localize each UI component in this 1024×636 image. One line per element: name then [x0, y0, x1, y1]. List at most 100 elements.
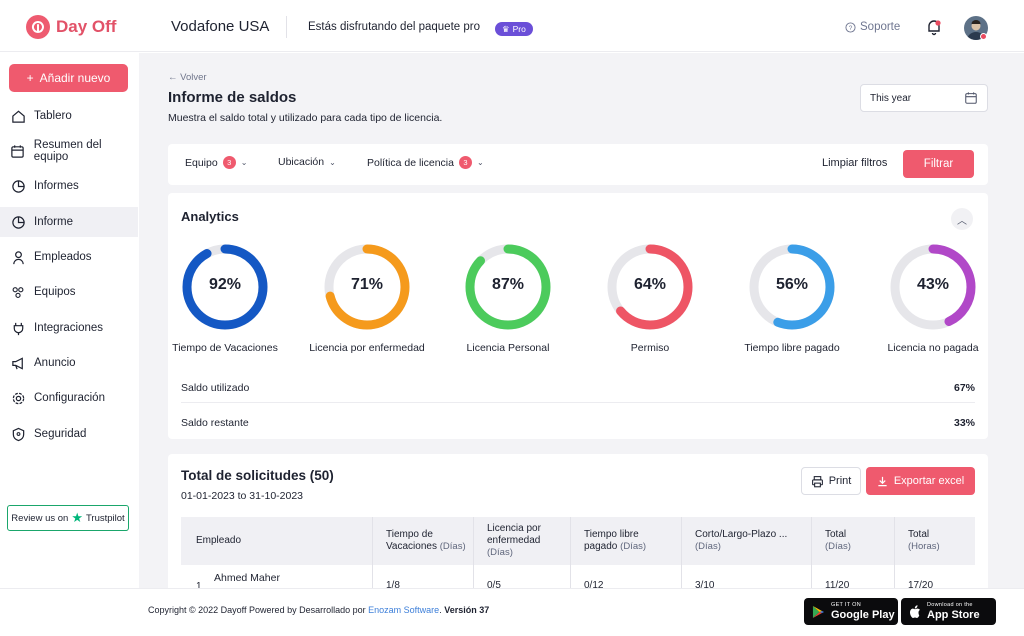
column-label: Tiempo de: [386, 529, 433, 540]
apply-filter-button[interactable]: Filtrar: [903, 150, 974, 178]
google-play-small: GET IT ON: [831, 602, 862, 608]
filter-bar: Equipo 3 ⌄ Ubicación ⌄ Política de licen…: [168, 144, 988, 185]
sidebar-item-label: Resumen del equipo: [33, 139, 102, 163]
column-unit: (Días): [620, 541, 647, 552]
gauge-ring: [324, 244, 410, 330]
gauge-label: Licencia por enfermedad: [309, 342, 425, 354]
column-label: Total: [908, 529, 930, 540]
collapse-button[interactable]: ︿: [951, 208, 973, 230]
google-play-big: Google Play: [831, 609, 895, 621]
add-new-button[interactable]: + Añadir nuevo: [9, 64, 128, 92]
sidebar-item-label: Tablero: [34, 110, 72, 122]
pro-badge: ♛ Pro: [495, 22, 533, 36]
app-store-badge[interactable]: Download on the App Store: [901, 598, 996, 625]
google-play-badge[interactable]: GET IT ON Google Play: [804, 598, 898, 625]
column-header-sick: Licencia por enfermedad (Días): [487, 517, 541, 565]
filter-count-badge: 3: [458, 156, 472, 169]
sidebar-item-configuracion[interactable]: Configuración: [0, 383, 138, 413]
gauge-value: 87%: [491, 276, 525, 293]
back-link[interactable]: ← Volver: [168, 72, 207, 83]
clear-filters-button[interactable]: Limpiar filtros: [822, 157, 888, 169]
version-label: Versión 37: [444, 605, 490, 615]
sidebar-item-tablero[interactable]: Tablero: [0, 101, 138, 131]
column-label-2: enfermedad: [487, 535, 541, 546]
gauge-personal: 87%: [464, 243, 552, 331]
home-icon: [10, 108, 26, 124]
sidebar-item-empleados[interactable]: Empleados: [0, 242, 138, 272]
remaining-balance-value: 33%: [953, 417, 975, 429]
gauge-vacaciones: 92%: [181, 243, 269, 331]
add-new-label: Añadir nuevo: [39, 71, 111, 85]
sidebar-item-label: Integraciones: [34, 322, 104, 334]
apple-icon: [910, 604, 920, 618]
chevron-down-icon: ⌄: [329, 157, 336, 167]
brand-name: Day Off: [56, 17, 117, 36]
sidebar-item-equipos[interactable]: Equipos: [0, 277, 138, 307]
gauge-label: Permiso: [630, 342, 670, 354]
analytics-panel: Analytics ︿ 92% Tiempo de Vacaciones 71%…: [168, 193, 988, 439]
page-title: Informe de saldos: [168, 89, 297, 106]
gauge-arc: [607, 244, 693, 330]
support-link[interactable]: ? Soporte: [845, 21, 900, 33]
column-label-2: pagado: [584, 541, 618, 552]
sidebar-item-integraciones[interactable]: Integraciones: [0, 313, 138, 343]
header-divider: [286, 16, 287, 38]
filter-equipo-dropdown[interactable]: Equipo 3 ⌄: [185, 156, 247, 169]
filter-ubicacion-dropdown[interactable]: Ubicación ⌄: [278, 156, 336, 168]
gauge-value: 43%: [916, 276, 950, 293]
gauge-ring: [607, 244, 693, 330]
cell-sick: 0/5: [487, 580, 501, 588]
divider: [181, 402, 975, 403]
sidebar-item-label: Informes: [34, 180, 79, 192]
gauge-label: Licencia no pagada: [887, 342, 979, 354]
column-divider: [372, 517, 373, 588]
app-logo[interactable]: Day Off: [26, 15, 116, 39]
crown-icon: ♛: [502, 23, 510, 34]
trustpilot-prefix: Review us on: [11, 512, 69, 524]
table-header: Empleado Tiempo de Vacaciones (Días) Lice…: [181, 517, 975, 565]
sidebar-item-seguridad[interactable]: Seguridad: [0, 419, 138, 449]
user-icon: [10, 249, 26, 265]
trustpilot-brand: Trustpilot: [85, 512, 125, 524]
filter-label: Ubicación: [278, 156, 325, 168]
sidebar-item-resumen-del-equipo[interactable]: Resumen del equipo: [0, 136, 138, 166]
column-unit: (Días): [825, 541, 851, 552]
sidebar-item-label: Informe: [34, 216, 73, 228]
filter-label: Política de licencia: [367, 156, 454, 169]
notifications-bell-icon[interactable]: [926, 19, 942, 41]
developer-link[interactable]: Enozam Software: [368, 605, 440, 615]
filter-politica-dropdown[interactable]: Política de licencia 3 ⌄: [367, 156, 484, 169]
filter-label: Equipo: [185, 156, 218, 169]
gauge-arc: [465, 244, 551, 330]
print-button[interactable]: Print: [801, 467, 861, 495]
row-index: 1: [196, 581, 202, 588]
gauge-label: Licencia Personal: [466, 342, 550, 354]
cell-term: 3/10: [695, 580, 715, 588]
gauge-value: 56%: [775, 276, 809, 293]
trustpilot-review-button[interactable]: Review us on ★ Trustpilot: [7, 505, 129, 531]
pie-chart-icon: [10, 214, 26, 230]
gauge-enfermedad: 71%: [323, 243, 411, 331]
shield-icon: [10, 426, 26, 442]
gauge-value: 71%: [350, 276, 384, 293]
company-name: Vodafone USA: [171, 18, 270, 35]
gauge-permiso: 64%: [606, 243, 694, 331]
column-unit: (Días): [695, 541, 721, 552]
back-label: Volver: [180, 72, 207, 83]
developed-label: Desarrollado por: [299, 605, 366, 615]
sidebar-item-informes[interactable]: Informes: [0, 171, 138, 201]
date-range-picker[interactable]: This year: [860, 84, 988, 112]
arrow-left-icon: ←: [168, 72, 178, 83]
sidebar-item-informe[interactable]: Informe: [0, 207, 138, 237]
gauge-arc: [324, 244, 410, 330]
powered-label: Powered by: [249, 605, 297, 615]
team-icon: [10, 284, 26, 300]
sidebar-item-label: Anuncio: [34, 357, 76, 369]
download-icon: [878, 476, 887, 486]
remaining-balance-label: Saldo restante: [181, 417, 249, 429]
sidebar-item-anuncio[interactable]: Anuncio: [0, 348, 138, 378]
export-excel-button[interactable]: Exportar excel: [866, 467, 975, 495]
export-label: Exportar excel: [893, 475, 965, 487]
requests-title: Total de solicitudes (50): [181, 468, 334, 483]
sidebar-item-label: Equipos: [34, 286, 76, 298]
